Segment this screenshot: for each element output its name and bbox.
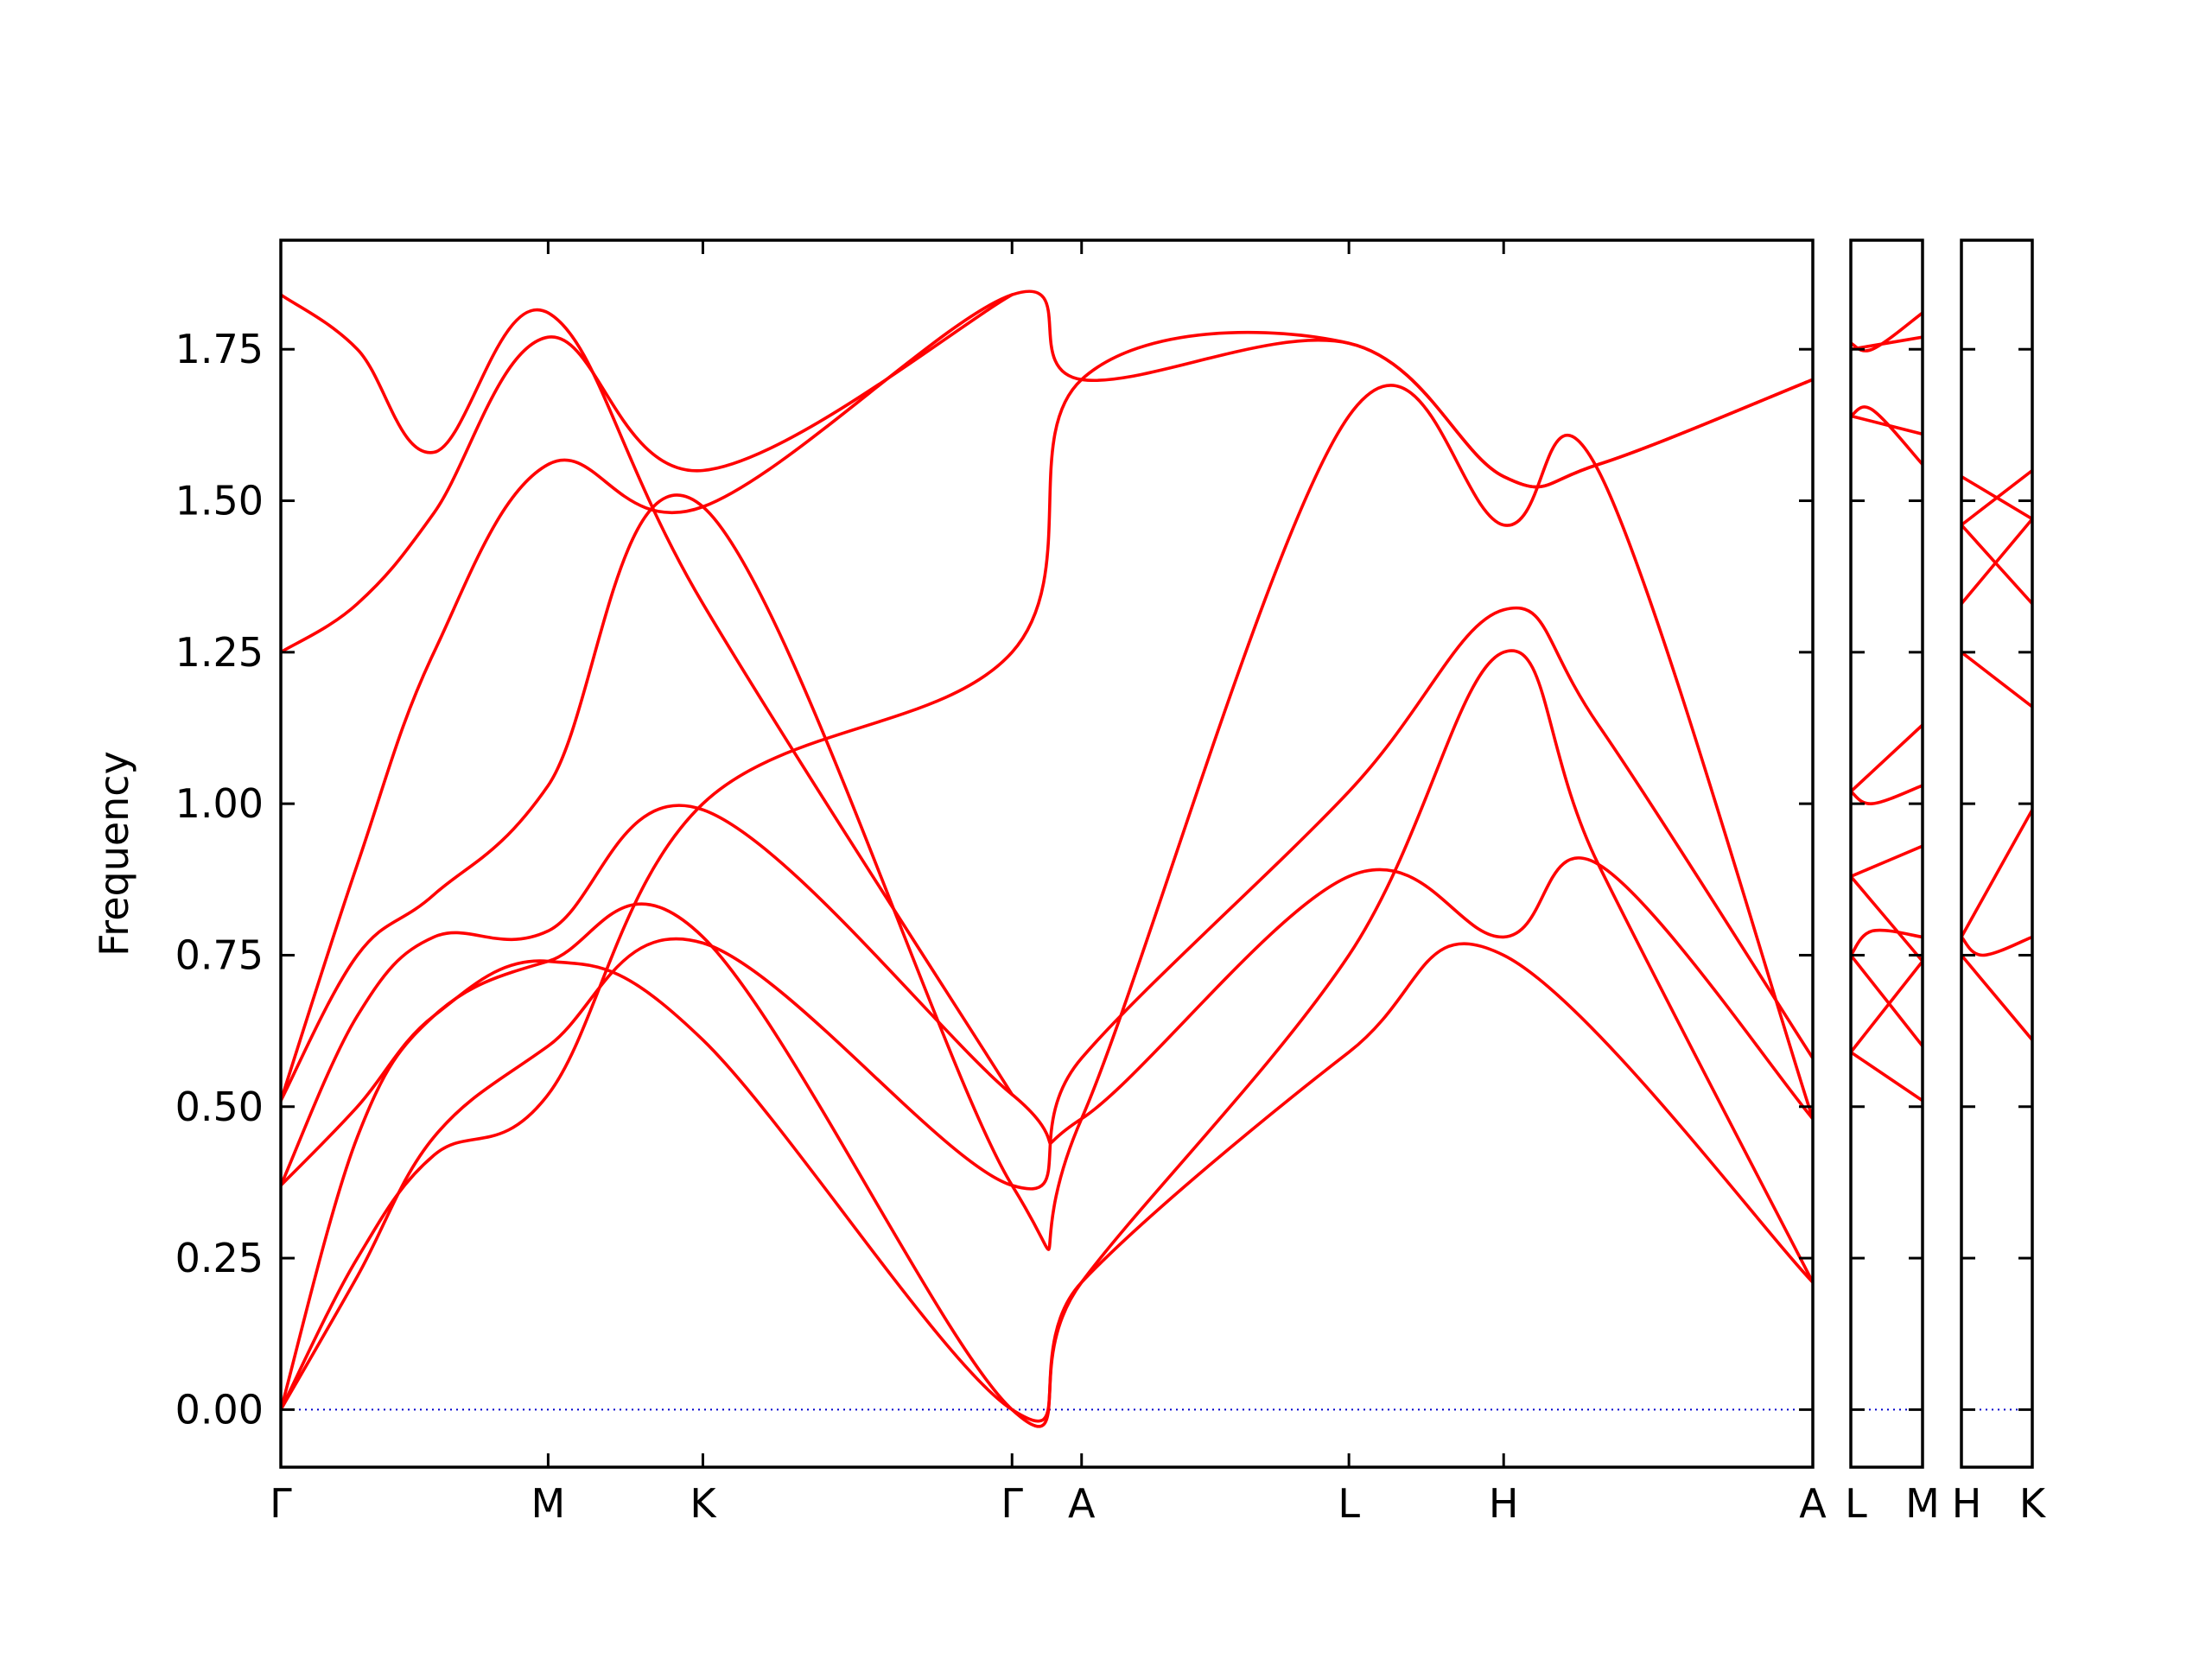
band-series-4 (1961, 517, 2032, 606)
y-tick-label: 1.75 (175, 326, 264, 372)
band-series-8 (281, 293, 1014, 654)
band-series-2 (1961, 468, 2032, 527)
x-tick-label: H (1952, 1480, 1982, 1527)
band-series-12 (1851, 1050, 1923, 1103)
band-series-2 (281, 606, 1813, 1412)
band-series-9 (1851, 928, 1923, 957)
band-series-6 (1851, 784, 1923, 805)
y-tick-label: 1.25 (175, 629, 264, 676)
y-tick-label: 0.75 (175, 931, 264, 978)
band-series-3 (1961, 523, 2032, 606)
band-series-11 (1851, 959, 1923, 1054)
y-tick-label: 1.50 (175, 478, 264, 524)
band-series-9 (281, 293, 1014, 1096)
x-tick-label: Γ (270, 1480, 292, 1527)
x-tick-label: K (2019, 1480, 2047, 1527)
y-tick-label: 0.00 (175, 1386, 264, 1433)
x-tick-label: M (531, 1480, 566, 1527)
band-series-5 (1961, 651, 2032, 709)
bands (1851, 311, 1923, 1103)
band-series-3 (1851, 405, 1923, 467)
band-series-6 (281, 384, 1813, 1251)
x-tick-label: H (1489, 1480, 1519, 1527)
band-series-5 (281, 804, 1813, 1187)
band-series-10 (1851, 953, 1923, 1048)
x-tick-label: M (1905, 1480, 1940, 1527)
bands (1961, 468, 2032, 1042)
band-series-4 (1851, 414, 1923, 436)
bands (281, 289, 1813, 1428)
band-series-3 (281, 902, 1813, 1428)
y-tick-label: 0.25 (175, 1235, 264, 1281)
band-series-8 (1851, 874, 1923, 963)
band-series-7 (1851, 844, 1923, 879)
band-series-4 (281, 649, 1813, 1423)
band-series-7 (281, 289, 1813, 1103)
y-tick-label: 0.50 (175, 1084, 264, 1130)
x-tick-label: A (1068, 1480, 1096, 1527)
x-tick-label: L (1845, 1480, 1867, 1527)
x-tick-label: L (1338, 1480, 1360, 1527)
y-axis-label: Frequency (91, 751, 137, 957)
band-series-7 (1961, 935, 2032, 957)
band-series-1 (1851, 311, 1923, 353)
band-series-6 (1961, 808, 2032, 939)
x-tick-label: K (690, 1480, 717, 1527)
y-axis: 0.00 0.25 0.50 0.75 1.00 1.25 1.50 1.75 (175, 326, 264, 1433)
panel-frame (279, 238, 1815, 1469)
band-series-5 (1851, 723, 1923, 793)
panel-frame (1849, 238, 1924, 1469)
band-series-8 (1961, 953, 2032, 1042)
x-tick-label: Γ (1001, 1480, 1023, 1527)
x-tick-label: A (1799, 1480, 1827, 1527)
y-tick-label: 1.00 (175, 780, 264, 827)
panel-frame (1960, 238, 2034, 1469)
